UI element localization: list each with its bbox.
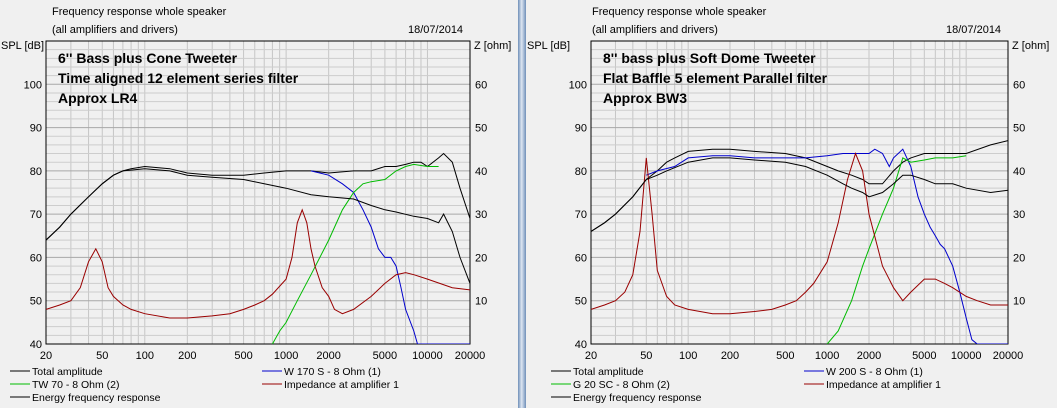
chart-panel-left: Frequency response whole speaker (all amp…: [0, 0, 518, 408]
legend-label: Energy frequency response: [32, 392, 161, 404]
plot-frame: [590, 40, 1009, 345]
y2-tick-label: 10: [475, 296, 487, 308]
x-tick-label: 2000: [316, 350, 340, 362]
legend-label: Total amplitude: [573, 366, 644, 378]
y2-tick-label: 60: [475, 79, 487, 91]
legend-label: G 20 SC - 8 Ohm (2): [573, 379, 670, 391]
chart-subtitle: (all amplifiers and drivers): [52, 24, 178, 36]
x-tick-label: 1000: [815, 350, 839, 362]
series-line-energy-frequency-response: [46, 168, 470, 284]
y-tick-label: 80: [30, 166, 42, 178]
series-line-total-amplitude: [591, 140, 1008, 232]
legend-label: W 170 S - 8 Ohm (1): [284, 366, 381, 378]
plot-area: [46, 41, 470, 344]
x-tick-label: 2000: [857, 350, 881, 362]
y2-tick-label: 30: [475, 209, 487, 221]
x-tick-label: 1000: [274, 350, 298, 362]
chart-panel-right: Frequency response whole speaker (all amp…: [526, 0, 1057, 408]
x-tick-label: 50: [96, 350, 108, 362]
x-tick-label: 5000: [373, 350, 397, 362]
y-tick-label: 80: [575, 166, 587, 178]
annotation-line: Flat Baffle 5 element Parallel filter: [603, 70, 828, 86]
series-line-impedance-at-amplifier-1: [591, 152, 1008, 315]
x-tick-label: 10000: [951, 350, 982, 362]
y-axis-label: SPL [dB]: [527, 40, 570, 52]
x-tick-label: 200: [178, 350, 196, 362]
legend-label: W 200 S - 8 Ohm (1): [826, 366, 923, 378]
series-line-w-170-s-8-ohm-1: [310, 170, 470, 344]
chart-title: Frequency response whole speaker: [592, 6, 767, 18]
chart-date: 18/07/2014: [408, 24, 463, 36]
x-tick-label: 10000: [412, 350, 443, 362]
annotation-line: 8'' bass plus Soft Dome Tweeter: [603, 50, 816, 66]
y-tick-label: 90: [575, 123, 587, 135]
y-tick-label: 100: [24, 79, 42, 91]
y2-tick-label: 10: [1013, 296, 1025, 308]
series-line-energy-frequency-response: [591, 157, 1008, 232]
y-axis-label: SPL [dB]: [1, 40, 44, 52]
x-tick-label: 5000: [912, 350, 936, 362]
x-tick-label: 100: [679, 350, 697, 362]
y2-tick-label: 40: [475, 166, 487, 178]
series-line-tw-70-8-ohm-2: [271, 163, 439, 344]
y-tick-label: 70: [575, 209, 587, 221]
y2-axis-label: Z [ohm]: [474, 40, 511, 52]
frequency-response-chart-right: Frequency response whole speaker (all amp…: [527, 6, 1049, 404]
plot-area: [591, 41, 1008, 344]
legend-label: Impedance at amplifier 1: [826, 379, 941, 391]
y2-tick-label: 60: [1013, 79, 1025, 91]
frequency-response-chart-left: Frequency response whole speaker (all amp…: [1, 6, 511, 404]
y2-tick-label: 40: [1013, 166, 1025, 178]
x-tick-label: 500: [234, 350, 252, 362]
y-tick-label: 60: [30, 252, 42, 264]
x-tick-label: 50: [640, 350, 652, 362]
y2-tick-label: 20: [475, 252, 487, 264]
x-tick-label: 500: [776, 350, 794, 362]
plot-frame: [45, 40, 471, 345]
chart-subtitle: (all amplifiers and drivers): [592, 24, 718, 36]
series-line-w-200-s-8-ohm-1: [646, 148, 1008, 344]
y2-axis-label: Z [ohm]: [1012, 40, 1049, 52]
annotation-line: 6'' Bass plus Cone Tweeter: [58, 50, 238, 66]
y2-tick-label: 50: [1013, 123, 1025, 135]
chart-title: Frequency response whole speaker: [52, 6, 227, 18]
legend-label: Total amplitude: [32, 366, 103, 378]
y-tick-label: 70: [30, 209, 42, 221]
annotation-line: Approx BW3: [603, 90, 687, 106]
y-tick-label: 50: [575, 296, 587, 308]
chart-date: 18/07/2014: [946, 24, 1001, 36]
legend-label: TW 70 - 8 Ohm (2): [32, 379, 120, 391]
annotation-line: Time aligned 12 element series filter: [58, 70, 299, 86]
series-line-impedance-at-amplifier-1: [46, 208, 470, 319]
series-line-g-20-sc-8-ohm-2: [826, 155, 967, 344]
y-tick-label: 100: [569, 79, 587, 91]
annotation-line: Approx LR4: [58, 90, 138, 106]
y-tick-label: 90: [30, 123, 42, 135]
x-tick-label: 20000: [455, 350, 486, 362]
y-tick-label: 50: [30, 296, 42, 308]
x-tick-label: 20: [585, 350, 597, 362]
legend-label: Energy frequency response: [573, 392, 702, 404]
y2-tick-label: 50: [475, 123, 487, 135]
y-tick-label: 40: [30, 339, 42, 351]
x-tick-label: 200: [721, 350, 739, 362]
y2-tick-label: 30: [1013, 209, 1025, 221]
x-tick-label: 20000: [993, 350, 1024, 362]
y2-tick-label: 20: [1013, 252, 1025, 264]
x-tick-label: 20: [40, 350, 52, 362]
legend-label: Impedance at amplifier 1: [284, 379, 399, 391]
y-tick-label: 60: [575, 252, 587, 264]
y-tick-label: 40: [575, 339, 587, 351]
window-divider: [518, 0, 526, 408]
x-tick-label: 100: [136, 350, 154, 362]
